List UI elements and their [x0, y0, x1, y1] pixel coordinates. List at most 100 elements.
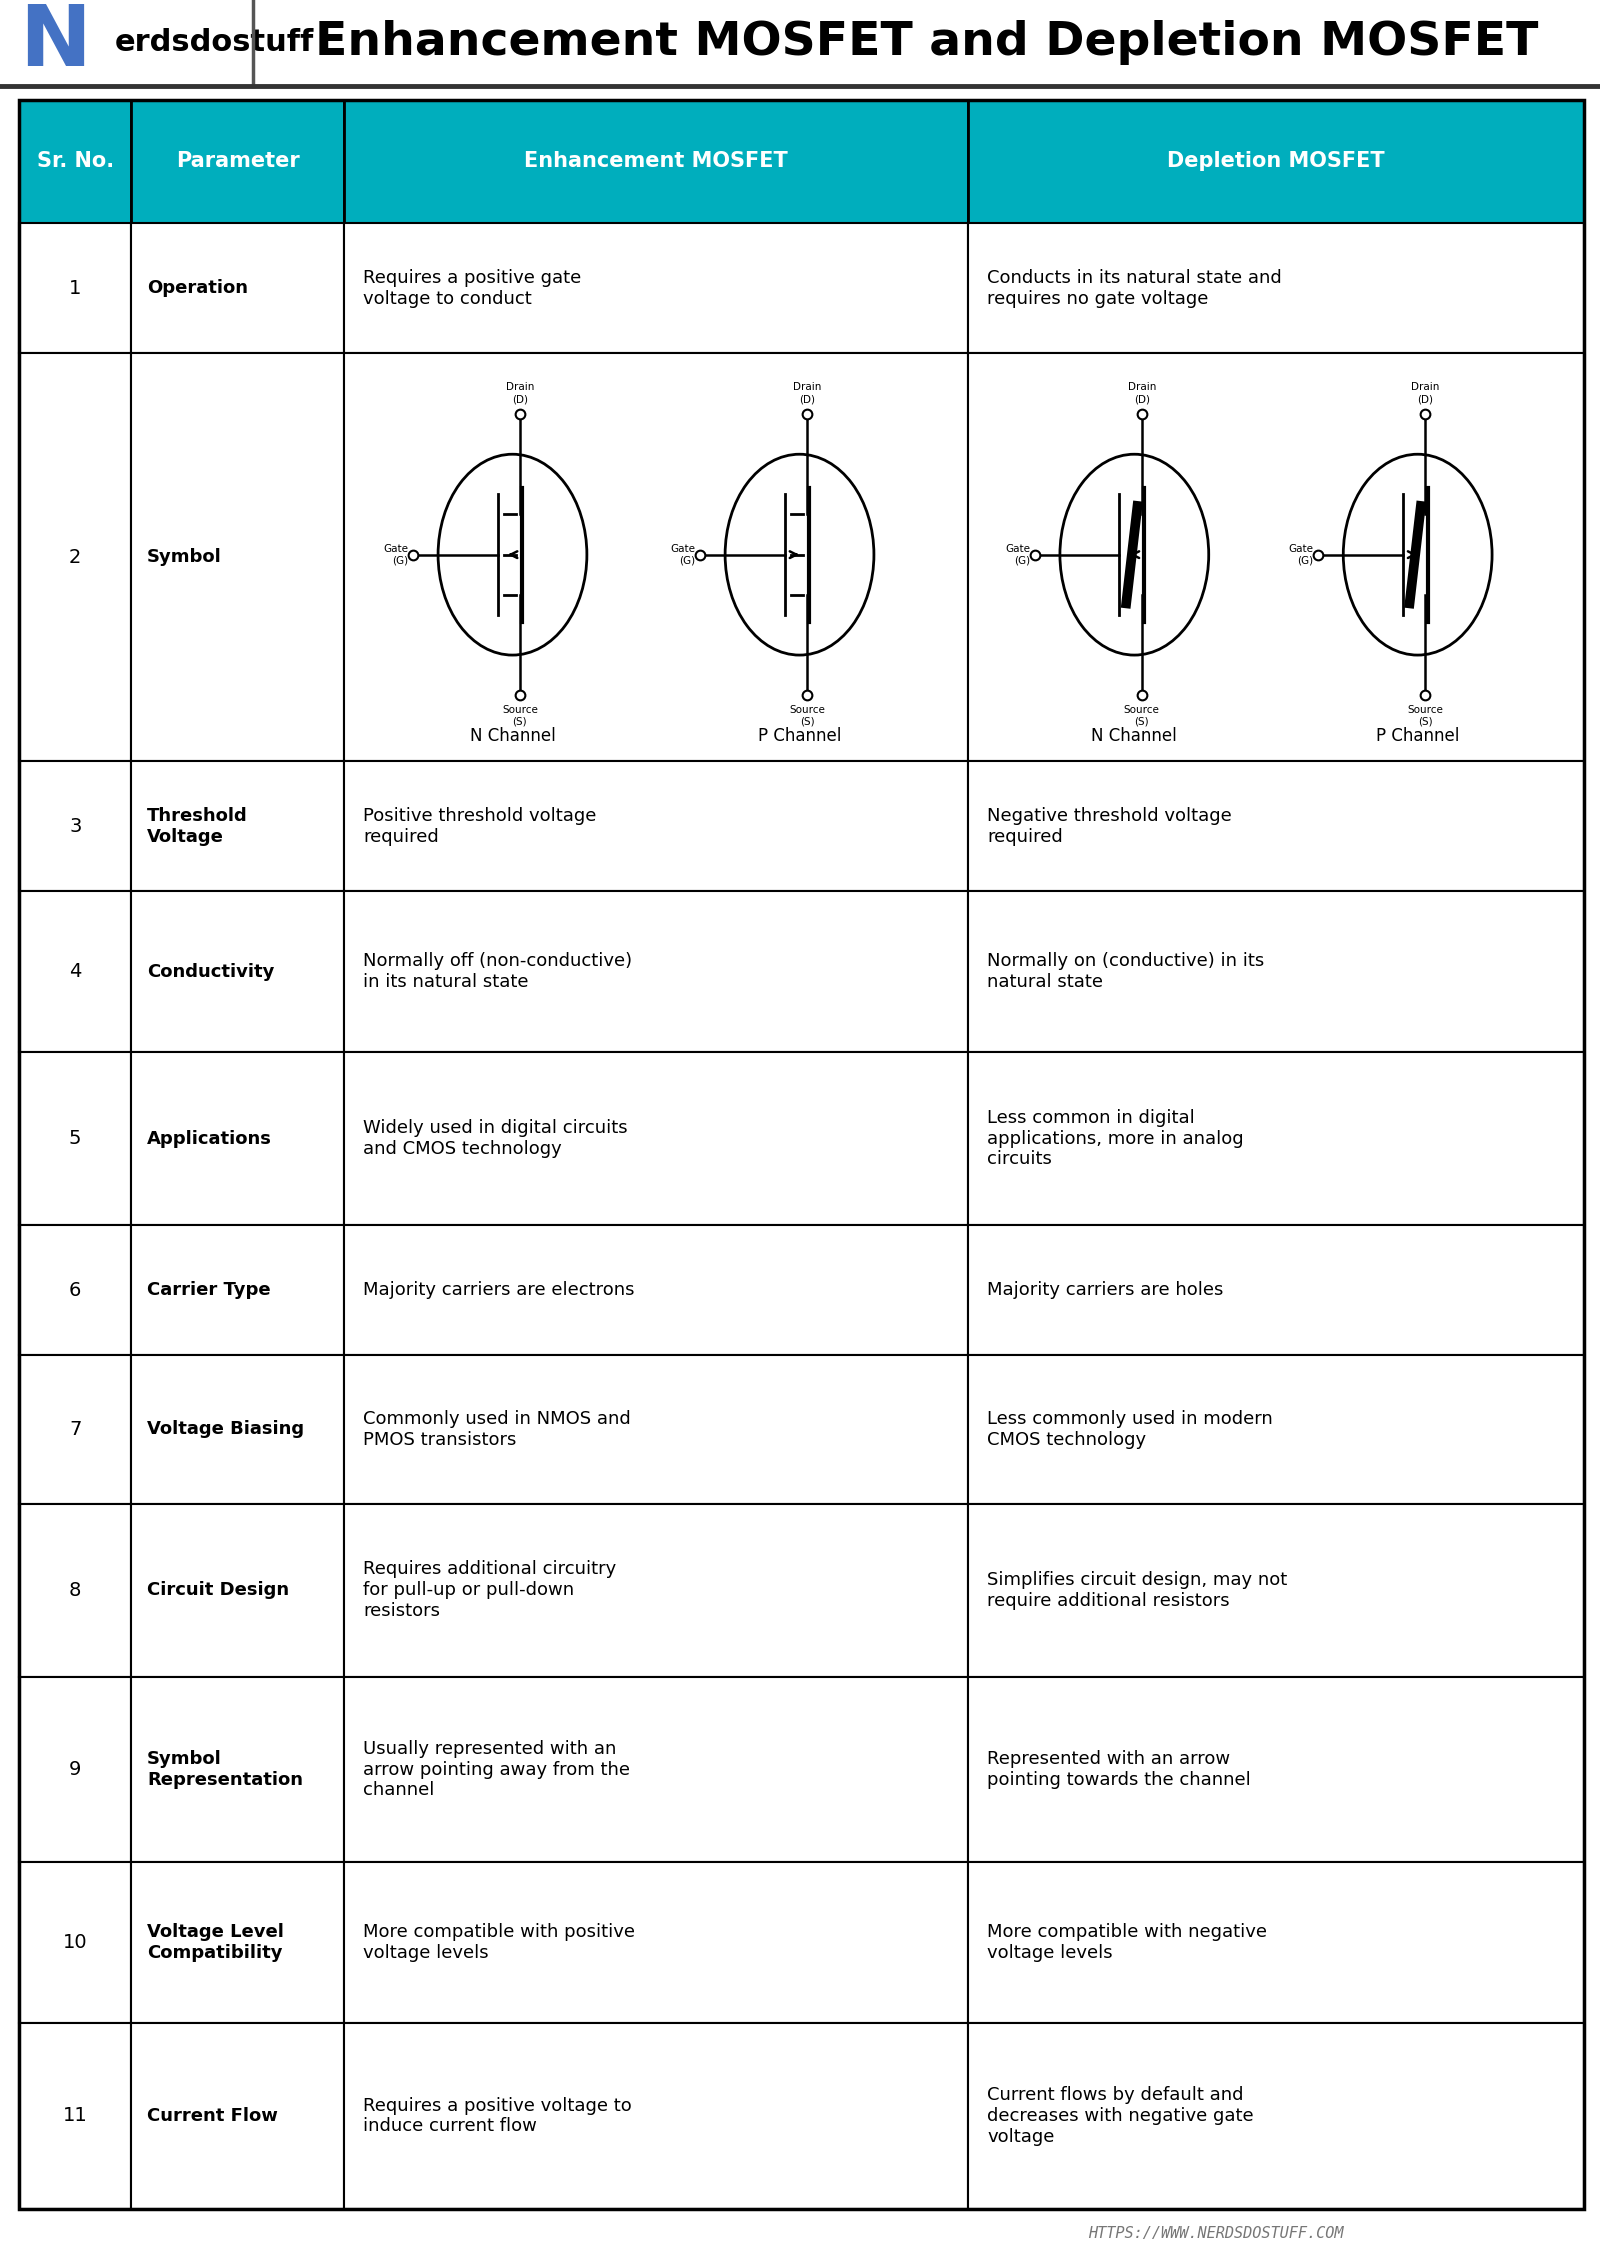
Text: Threshold
Voltage: Threshold Voltage	[147, 808, 248, 846]
Text: Voltage Biasing: Voltage Biasing	[147, 1421, 304, 1439]
Text: Enhancement MOSFET and Depletion MOSFET: Enhancement MOSFET and Depletion MOSFET	[315, 20, 1538, 66]
Bar	[344, 353, 968, 760]
Text: Normally on (conductive) in its
natural state: Normally on (conductive) in its natural …	[987, 953, 1264, 991]
Bar	[19, 100, 131, 224]
Text: 3: 3	[69, 817, 82, 835]
Text: 8: 8	[69, 1580, 82, 1600]
Text: Drain
(D): Drain (D)	[1411, 382, 1440, 405]
Text: Gate
(G): Gate (G)	[1288, 543, 1314, 566]
Text: Conducts in its natural state and
requires no gate voltage: Conducts in its natural state and requir…	[987, 269, 1282, 308]
Bar	[344, 224, 968, 353]
Bar	[968, 1356, 1584, 1503]
Bar	[19, 1356, 131, 1503]
Bar	[344, 760, 968, 892]
Bar	[131, 1356, 344, 1503]
Bar	[19, 892, 131, 1052]
Bar	[19, 1052, 131, 1224]
Text: More compatible with positive
voltage levels: More compatible with positive voltage le…	[363, 1924, 635, 1962]
Text: Usually represented with an
arrow pointing away from the
channel: Usually represented with an arrow pointi…	[363, 1740, 630, 1799]
Text: Operation: Operation	[147, 278, 248, 296]
Text: Symbol
Representation: Symbol Representation	[147, 1749, 304, 1790]
Bar	[19, 224, 131, 353]
Text: N: N	[19, 2, 91, 84]
Bar	[131, 2023, 344, 2209]
Bar	[131, 760, 344, 892]
Bar	[344, 1677, 968, 1862]
Bar	[968, 1224, 1584, 1356]
Text: Positive threshold voltage
required: Positive threshold voltage required	[363, 808, 597, 846]
Bar	[968, 1052, 1584, 1224]
Bar	[968, 760, 1584, 892]
Text: Symbol: Symbol	[147, 548, 222, 566]
Text: HTTPS://WWW.NERDSDOSTUFF.COM: HTTPS://WWW.NERDSDOSTUFF.COM	[1088, 2227, 1344, 2240]
Text: N Channel: N Channel	[470, 726, 555, 745]
Text: 5: 5	[69, 1129, 82, 1147]
Bar	[19, 1862, 131, 2023]
Text: P Channel: P Channel	[1376, 726, 1459, 745]
Bar	[344, 1052, 968, 1224]
Bar	[131, 1503, 344, 1677]
Bar	[968, 1677, 1584, 1862]
Text: Current Flow: Current Flow	[147, 2107, 278, 2125]
Text: Normally off (non-conductive)
in its natural state: Normally off (non-conductive) in its nat…	[363, 953, 632, 991]
Text: N Channel: N Channel	[1091, 726, 1178, 745]
Text: Parameter: Parameter	[176, 152, 299, 172]
Text: 10: 10	[62, 1933, 88, 1953]
Text: Requires additional circuitry
for pull-up or pull-down
resistors: Requires additional circuitry for pull-u…	[363, 1561, 616, 1620]
Bar	[344, 892, 968, 1052]
Text: Majority carriers are electrons: Majority carriers are electrons	[363, 1281, 635, 1299]
Text: 7: 7	[69, 1419, 82, 1439]
Text: Conductivity: Conductivity	[147, 962, 275, 980]
Text: Source
(S): Source (S)	[1406, 706, 1443, 726]
Bar	[968, 100, 1584, 224]
Bar	[19, 2023, 131, 2209]
Bar	[131, 224, 344, 353]
Text: Current flows by default and
decreases with negative gate
voltage: Current flows by default and decreases w…	[987, 2086, 1254, 2145]
Bar	[344, 1503, 968, 1677]
Bar	[968, 2023, 1584, 2209]
Text: Requires a positive gate
voltage to conduct: Requires a positive gate voltage to cond…	[363, 269, 581, 308]
Bar	[344, 2023, 968, 2209]
Text: Gate
(G): Gate (G)	[1005, 543, 1030, 566]
Text: Depletion MOSFET: Depletion MOSFET	[1166, 152, 1386, 172]
Text: Drain
(D): Drain (D)	[792, 382, 821, 405]
Text: Drain
(D): Drain (D)	[506, 382, 534, 405]
Text: Enhancement MOSFET: Enhancement MOSFET	[525, 152, 787, 172]
Text: Simplifies circuit design, may not
require additional resistors: Simplifies circuit design, may not requi…	[987, 1571, 1288, 1609]
Text: Requires a positive voltage to
induce current flow: Requires a positive voltage to induce cu…	[363, 2096, 632, 2136]
Bar	[0, 0, 1600, 86]
Text: Widely used in digital circuits
and CMOS technology: Widely used in digital circuits and CMOS…	[363, 1120, 627, 1159]
Text: 9: 9	[69, 1761, 82, 1779]
Text: Source
(S): Source (S)	[1123, 706, 1160, 726]
Text: 6: 6	[69, 1281, 82, 1299]
Bar	[344, 1862, 968, 2023]
Text: Sr. No.: Sr. No.	[37, 152, 114, 172]
Text: 2: 2	[69, 548, 82, 566]
Text: Gate
(G): Gate (G)	[670, 543, 696, 566]
Text: Less common in digital
applications, more in analog
circuits: Less common in digital applications, mor…	[987, 1109, 1243, 1168]
Text: erdsdostuff: erdsdostuff	[115, 29, 315, 57]
Text: 11: 11	[62, 2107, 88, 2125]
Text: Gate
(G): Gate (G)	[384, 543, 408, 566]
Text: Source
(S): Source (S)	[502, 706, 538, 726]
Text: Negative threshold voltage
required: Negative threshold voltage required	[987, 808, 1232, 846]
Text: 1: 1	[69, 278, 82, 299]
Bar	[968, 1503, 1584, 1677]
Bar	[131, 1052, 344, 1224]
Text: Commonly used in NMOS and
PMOS transistors: Commonly used in NMOS and PMOS transisto…	[363, 1410, 630, 1448]
Text: Source
(S): Source (S)	[789, 706, 826, 726]
Text: More compatible with negative
voltage levels: More compatible with negative voltage le…	[987, 1924, 1267, 1962]
Text: Represented with an arrow
pointing towards the channel: Represented with an arrow pointing towar…	[987, 1749, 1251, 1790]
Text: Circuit Design: Circuit Design	[147, 1582, 290, 1600]
Bar	[131, 1677, 344, 1862]
Bar	[131, 100, 344, 224]
Bar	[19, 760, 131, 892]
Text: Applications: Applications	[147, 1129, 272, 1147]
Bar	[968, 892, 1584, 1052]
Text: Majority carriers are holes: Majority carriers are holes	[987, 1281, 1224, 1299]
Bar	[968, 1862, 1584, 2023]
Bar	[968, 224, 1584, 353]
Bar	[131, 1224, 344, 1356]
Text: Drain
(D): Drain (D)	[1128, 382, 1155, 405]
Bar	[131, 892, 344, 1052]
